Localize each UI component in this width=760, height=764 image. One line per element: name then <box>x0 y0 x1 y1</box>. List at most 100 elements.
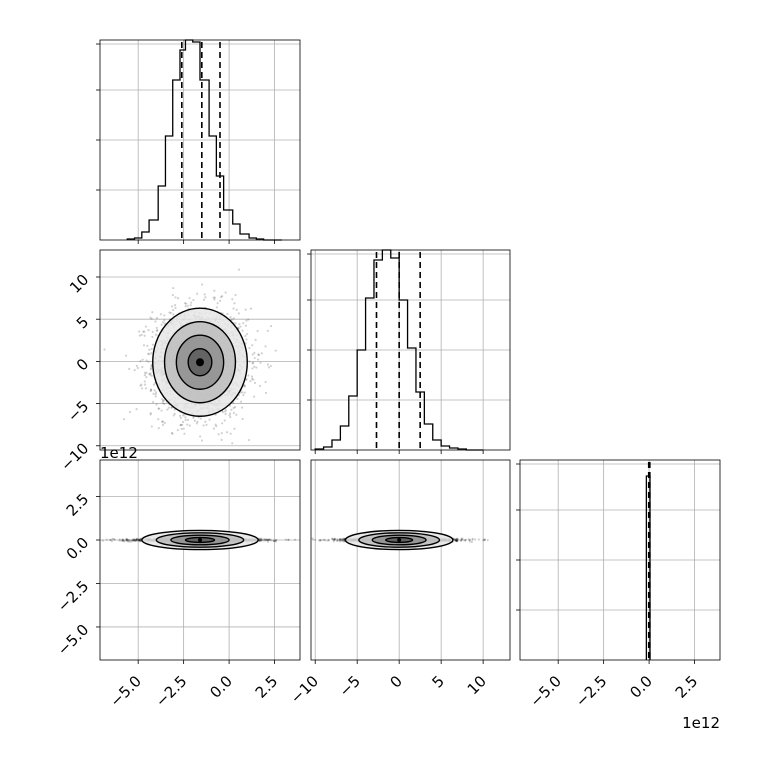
scatter-p0-p1-point <box>264 381 266 383</box>
scatter-p0-p1-point <box>147 353 149 355</box>
scatter-p0-p1-point <box>147 361 149 363</box>
scatter-p0-p1-point <box>128 368 130 370</box>
scatter-p0-p1-point <box>267 330 269 332</box>
scatter-p0-p1-point <box>146 345 148 347</box>
scatter-p0-p1-point <box>148 349 150 351</box>
scatter-p0-p1-point <box>172 287 174 289</box>
scatter-p0-p1-point <box>129 411 131 413</box>
scatter-p0-p1-point <box>231 442 233 444</box>
scatter-p0-p1-point <box>179 415 181 417</box>
scatter-p0-p1-point <box>245 338 247 340</box>
scatter-p0-p1-point <box>174 296 176 298</box>
scatter-p0-p1-point <box>151 336 153 338</box>
scatter-p0-p1-point <box>221 439 223 441</box>
scatter-p0-p1-point <box>139 335 141 337</box>
scatter-p0-p1-point <box>259 362 261 364</box>
scatter-p0-p1-point <box>156 327 158 329</box>
scatter-p0-p1-density-peak <box>196 358 204 366</box>
scatter-p0-p1-point <box>245 325 247 327</box>
hist-p1-bin-4 <box>349 396 357 450</box>
scatter-p0-p1-point <box>235 414 237 416</box>
scatter-p0-p1-point <box>145 376 147 378</box>
scatter-p0-p1-point <box>134 369 136 371</box>
scatter-p0-p1-point <box>150 413 152 415</box>
scatter-p0-p1-point <box>152 331 154 333</box>
scatter-p0-p1-point <box>144 372 146 374</box>
scatter-p0-p1-point <box>225 409 227 411</box>
scatter-p0-p2-point <box>122 539 124 541</box>
scatter-p0-p1-point <box>151 311 153 313</box>
hist-p1-bin-13 <box>424 424 432 450</box>
scatter-p0-p1-point <box>190 302 192 304</box>
scatter-p0-p1-point <box>189 425 191 427</box>
scatter-p0-p1-point <box>172 309 174 311</box>
scatter-p0-p1-point <box>145 325 147 327</box>
scatter-p0-p1-point <box>215 425 217 427</box>
scatter-p0-p1-point <box>171 432 173 434</box>
scatter-p0-p2-point <box>288 539 290 541</box>
scatter-p0-p1-point <box>221 295 223 297</box>
scatter-p0-p1-point <box>154 389 156 391</box>
scatter-p0-p1-point <box>183 433 185 435</box>
scatter-p0-p1-point <box>177 429 179 431</box>
scatter-p0-p1-point <box>216 306 218 308</box>
scatter-p0-p1-point <box>151 425 153 427</box>
scatter-p0-p1-point <box>186 423 188 425</box>
scatter-p0-p2-point <box>134 540 136 542</box>
scatter-p0-p1-point <box>145 359 147 361</box>
scatter-p0-p1-point <box>185 305 187 307</box>
scatter-p0-p1-point <box>199 435 201 437</box>
hist-p1-bin-3 <box>340 426 348 450</box>
scatter-p0-p1-point <box>213 298 215 300</box>
scatter-p0-p1-point <box>257 353 259 355</box>
scatter-p0-p1-point <box>249 380 251 382</box>
scatter-p0-p1-point <box>123 418 125 420</box>
scatter-p0-p1-point <box>244 335 246 337</box>
scatter-p0-p1-point <box>156 317 158 319</box>
scatter-p0-p1-point <box>229 316 231 318</box>
scatter-p0-p1-point <box>221 422 223 424</box>
scatter-p0-p1-point <box>231 298 233 300</box>
scatter-p0-p1-point <box>245 309 247 311</box>
scatter-p0-p1-point <box>228 414 230 416</box>
scatter-p0-p1-point <box>152 344 154 346</box>
scatter-p0-p1-point <box>183 428 185 430</box>
scatter-p0-p1-point <box>137 367 139 369</box>
scatter-p0-p1-point <box>168 312 170 314</box>
scatter-p0-p1-point <box>219 300 221 302</box>
hist-p1-bin-9 <box>391 258 399 450</box>
scatter-p0-p1-point <box>201 439 203 441</box>
scatter-p0-p1-point <box>242 322 244 324</box>
scatter-p0-p1-point <box>140 385 142 387</box>
scatter-p0-p1-point <box>158 427 160 429</box>
scatter-p0-p1-point <box>170 407 172 409</box>
scatter-p0-p2-point <box>267 541 269 543</box>
scatter-p0-p2-point <box>275 539 277 541</box>
scatter-p0-p1-point <box>245 320 247 322</box>
scatter-p0-p1-point <box>155 334 157 336</box>
scatter-p0-p1-point <box>150 352 152 354</box>
scatter-p0-p1-point <box>239 326 241 328</box>
scatter-p0-p1-point <box>252 362 254 364</box>
scatter-p0-p1-point <box>213 428 215 430</box>
scatter-p0-p2-point <box>125 538 127 540</box>
scatter-p0-p1-point <box>144 335 146 337</box>
scatter-p0-p1-point <box>163 314 165 316</box>
scatter-p0-p1-point <box>236 309 238 311</box>
scatter-p0-p1-point <box>177 297 179 299</box>
scatter-p0-p1-point <box>251 378 253 380</box>
scatter-p0-p1-point <box>145 387 147 389</box>
scatter-p0-p1-point <box>142 359 144 361</box>
scatter-p0-p1-point <box>151 318 153 320</box>
scatter-p0-p1-point <box>251 367 253 369</box>
scatter-p0-p1-point <box>248 360 250 362</box>
scatter-p0-p1-point <box>166 408 168 410</box>
scatter-p0-p1-point <box>162 321 164 323</box>
scatter-p0-p1-point <box>168 407 170 409</box>
hist-p0-bin-2 <box>142 232 149 240</box>
scatter-p0-p1-point <box>187 419 189 421</box>
scatter-p0-p1-point <box>230 409 232 411</box>
scatter-p0-p1-point <box>155 403 157 405</box>
scatter-p0-p1-point <box>151 348 153 350</box>
